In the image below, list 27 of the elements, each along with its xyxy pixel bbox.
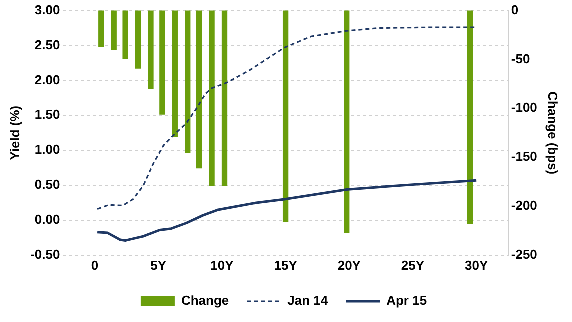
x-tick-label: 20Y bbox=[338, 258, 362, 273]
legend-label: Apr 15 bbox=[386, 293, 428, 308]
x-tick-label: 10Y bbox=[210, 258, 234, 273]
legend-label: Jan 14 bbox=[288, 293, 329, 308]
y2-tick-label: -250 bbox=[511, 246, 538, 262]
y-tick-label: 2.00 bbox=[34, 72, 60, 88]
x-tick-label: 0 bbox=[91, 258, 99, 273]
x-tick-label: 15Y bbox=[274, 258, 298, 273]
y2-tick-label: 0 bbox=[511, 2, 519, 18]
x-tick-label: 30Y bbox=[465, 258, 488, 273]
legend-label: Change bbox=[181, 293, 230, 308]
y2-tick-label: -100 bbox=[511, 100, 538, 116]
y-axis-title: Yield (%) bbox=[7, 106, 22, 160]
y-tick-label: 0.00 bbox=[34, 212, 60, 228]
x-tick-label: 5Y bbox=[150, 258, 167, 273]
y2-tick-label: -200 bbox=[511, 198, 538, 214]
y-tick-label: 1.00 bbox=[34, 142, 60, 158]
y-tick-label: 2.50 bbox=[34, 37, 60, 52]
y-tick-label: -0.50 bbox=[30, 246, 60, 262]
y-tick-label: 0.50 bbox=[34, 177, 60, 192]
line-series bbox=[96, 26, 476, 210]
y-tick-label: 3.00 bbox=[34, 2, 60, 18]
y2-tick-label: -50 bbox=[511, 51, 530, 66]
x-tick-label: 25Y bbox=[401, 258, 425, 273]
y2-axis-title: Change (bps) bbox=[546, 92, 561, 175]
y-tick-label: 1.50 bbox=[34, 107, 60, 122]
y2-tick-label: -150 bbox=[511, 149, 538, 164]
